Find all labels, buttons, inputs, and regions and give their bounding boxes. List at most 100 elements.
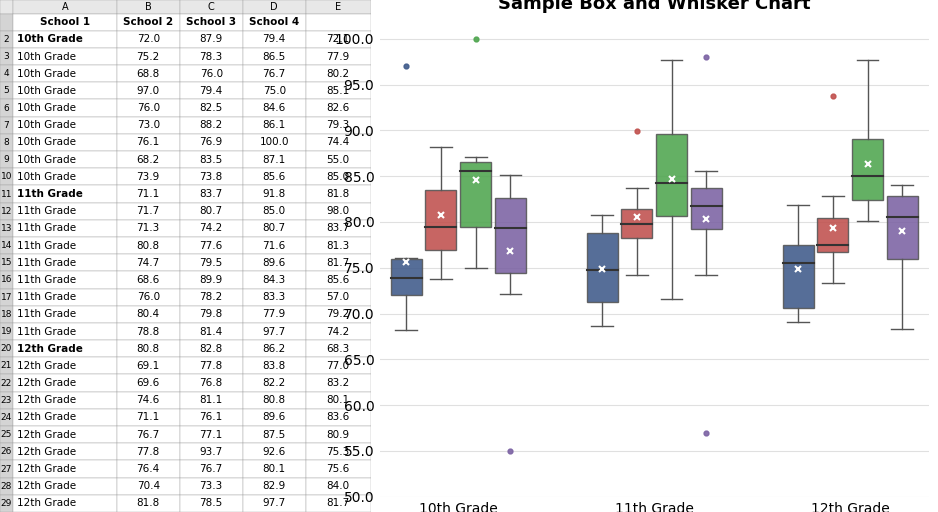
- Bar: [306, 409, 371, 426]
- Text: 84.6: 84.6: [263, 103, 286, 113]
- Bar: [306, 0, 371, 14]
- Text: 11th Grade: 11th Grade: [17, 309, 76, 319]
- Text: 78.3: 78.3: [200, 52, 223, 61]
- Bar: [306, 374, 371, 392]
- Text: 73.0: 73.0: [137, 120, 159, 130]
- Bar: [116, 65, 180, 82]
- Bar: [116, 0, 180, 14]
- Text: 11th Grade: 11th Grade: [17, 206, 76, 216]
- Bar: [306, 65, 371, 82]
- Bar: [0, 14, 13, 31]
- Bar: [243, 306, 306, 323]
- Bar: [13, 323, 116, 340]
- Text: 85.6: 85.6: [326, 275, 350, 285]
- Text: 73.8: 73.8: [200, 172, 223, 182]
- Bar: [306, 254, 371, 271]
- Bar: [306, 82, 371, 99]
- Bar: [180, 323, 243, 340]
- Bar: [116, 168, 180, 185]
- Bar: [306, 392, 371, 409]
- Bar: [306, 14, 371, 31]
- Text: 81.4: 81.4: [200, 327, 223, 336]
- Bar: [13, 254, 116, 271]
- Text: 79.5: 79.5: [200, 258, 223, 268]
- Bar: [116, 374, 180, 392]
- Bar: [243, 151, 306, 168]
- Bar: [13, 134, 116, 151]
- Text: 10th Grade: 10th Grade: [17, 137, 76, 147]
- Bar: [243, 65, 306, 82]
- Bar: [0, 443, 13, 460]
- Bar: [13, 271, 116, 289]
- Bar: [306, 203, 371, 220]
- Bar: [180, 271, 243, 289]
- Text: 76.0: 76.0: [200, 69, 222, 79]
- Bar: [13, 409, 116, 426]
- Bar: [0, 460, 13, 478]
- Bar: [116, 392, 180, 409]
- Text: 80.1: 80.1: [326, 395, 350, 406]
- Text: 10th Grade: 10th Grade: [17, 172, 76, 182]
- Text: 83.8: 83.8: [263, 361, 286, 371]
- Bar: [180, 203, 243, 220]
- Text: 82.5: 82.5: [200, 103, 223, 113]
- Text: 70.4: 70.4: [137, 481, 159, 491]
- Text: 83.6: 83.6: [326, 413, 350, 422]
- Text: 10th Grade: 10th Grade: [17, 52, 76, 61]
- Text: 77.6: 77.6: [200, 241, 223, 250]
- Bar: [180, 151, 243, 168]
- Text: 11th Grade: 11th Grade: [17, 292, 76, 302]
- Text: 86.1: 86.1: [263, 120, 286, 130]
- Bar: [13, 220, 116, 237]
- Bar: [180, 495, 243, 512]
- Bar: [180, 357, 243, 374]
- Bar: [306, 289, 371, 306]
- Bar: [116, 409, 180, 426]
- Bar: [243, 0, 306, 14]
- Text: 81.1: 81.1: [200, 395, 223, 406]
- Text: 10th Grade: 10th Grade: [17, 120, 76, 130]
- Bar: [243, 426, 306, 443]
- Bar: [13, 237, 116, 254]
- Bar: [306, 237, 371, 254]
- Text: 10th Grade: 10th Grade: [17, 34, 83, 45]
- Bar: [0, 374, 13, 392]
- Text: 10th Grade: 10th Grade: [17, 103, 76, 113]
- Text: 79.4: 79.4: [200, 86, 223, 96]
- Text: 86.5: 86.5: [263, 52, 286, 61]
- Bar: [243, 323, 306, 340]
- Bar: [116, 48, 180, 65]
- Bar: [306, 271, 371, 289]
- Text: 74.6: 74.6: [137, 395, 159, 406]
- Text: 82.2: 82.2: [263, 378, 286, 388]
- Text: 80.1: 80.1: [263, 464, 286, 474]
- Text: C: C: [208, 2, 215, 12]
- Text: 11th Grade: 11th Grade: [17, 189, 83, 199]
- Bar: [116, 495, 180, 512]
- Text: 78.8: 78.8: [137, 327, 159, 336]
- Bar: [495, 198, 526, 273]
- Text: 84.3: 84.3: [263, 275, 286, 285]
- Bar: [306, 31, 371, 48]
- Text: 77.8: 77.8: [137, 447, 159, 457]
- Text: 12th Grade: 12th Grade: [17, 430, 76, 440]
- Bar: [116, 271, 180, 289]
- Bar: [0, 409, 13, 426]
- Bar: [116, 323, 180, 340]
- Text: 82.8: 82.8: [200, 344, 223, 354]
- Text: 76.0: 76.0: [137, 292, 159, 302]
- Bar: [0, 117, 13, 134]
- Text: 11th Grade: 11th Grade: [17, 275, 76, 285]
- Text: 16: 16: [1, 275, 12, 285]
- Text: 85.6: 85.6: [263, 172, 286, 182]
- Text: 20: 20: [1, 344, 12, 353]
- Text: 69.1: 69.1: [137, 361, 159, 371]
- Bar: [180, 460, 243, 478]
- Text: 80.4: 80.4: [137, 309, 159, 319]
- Bar: [180, 392, 243, 409]
- Bar: [243, 237, 306, 254]
- Bar: [180, 478, 243, 495]
- Bar: [116, 82, 180, 99]
- Bar: [13, 340, 116, 357]
- Bar: [13, 289, 116, 306]
